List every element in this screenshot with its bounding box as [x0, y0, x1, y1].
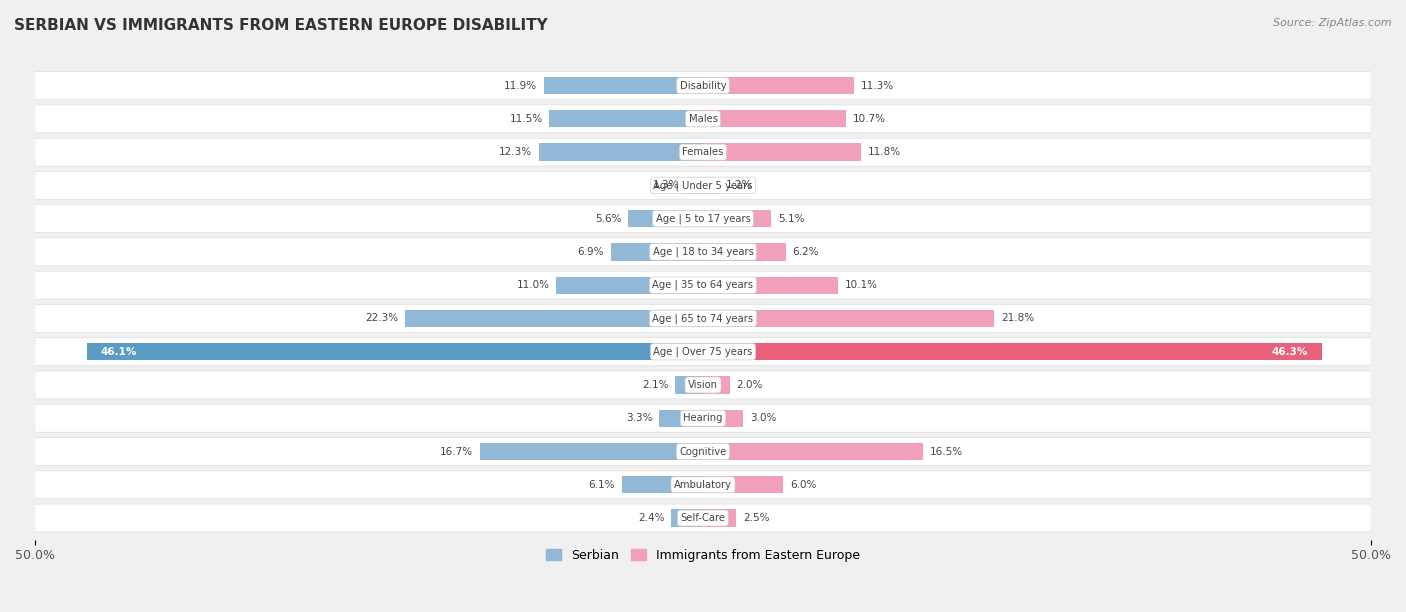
Bar: [703, 277, 838, 294]
Bar: [544, 77, 703, 94]
Text: Age | 18 to 34 years: Age | 18 to 34 years: [652, 247, 754, 257]
Text: 10.7%: 10.7%: [852, 114, 886, 124]
Text: Males: Males: [689, 114, 717, 124]
FancyBboxPatch shape: [35, 405, 1371, 432]
Bar: [479, 443, 703, 460]
Bar: [405, 310, 703, 327]
Text: Self-Care: Self-Care: [681, 513, 725, 523]
Bar: [703, 343, 1322, 360]
Bar: [703, 110, 846, 127]
Text: Age | Under 5 years: Age | Under 5 years: [654, 180, 752, 190]
Bar: [686, 177, 703, 194]
FancyBboxPatch shape: [35, 504, 1371, 532]
Bar: [538, 143, 703, 161]
Bar: [703, 476, 783, 493]
Bar: [703, 376, 730, 394]
Text: 2.5%: 2.5%: [744, 513, 769, 523]
Bar: [610, 243, 703, 261]
Text: 6.0%: 6.0%: [790, 480, 817, 490]
FancyBboxPatch shape: [35, 271, 1371, 299]
Text: SERBIAN VS IMMIGRANTS FROM EASTERN EUROPE DISABILITY: SERBIAN VS IMMIGRANTS FROM EASTERN EUROP…: [14, 18, 548, 34]
Bar: [675, 376, 703, 394]
Bar: [703, 509, 737, 527]
Text: 22.3%: 22.3%: [366, 313, 398, 324]
Bar: [628, 210, 703, 227]
Text: Age | 65 to 74 years: Age | 65 to 74 years: [652, 313, 754, 324]
Text: Hearing: Hearing: [683, 413, 723, 424]
Text: Females: Females: [682, 147, 724, 157]
Bar: [87, 343, 703, 360]
Text: 11.5%: 11.5%: [509, 114, 543, 124]
Text: 1.2%: 1.2%: [725, 181, 752, 190]
FancyBboxPatch shape: [35, 105, 1371, 133]
FancyBboxPatch shape: [35, 338, 1371, 366]
Bar: [703, 310, 994, 327]
Text: 3.0%: 3.0%: [749, 413, 776, 424]
Text: 1.3%: 1.3%: [652, 181, 679, 190]
Text: 11.8%: 11.8%: [868, 147, 900, 157]
Bar: [703, 143, 860, 161]
Text: 6.9%: 6.9%: [578, 247, 605, 257]
FancyBboxPatch shape: [35, 171, 1371, 200]
Text: Ambulatory: Ambulatory: [673, 480, 733, 490]
Bar: [703, 177, 718, 194]
FancyBboxPatch shape: [35, 438, 1371, 466]
Text: 46.1%: 46.1%: [100, 347, 136, 357]
Bar: [671, 509, 703, 527]
Bar: [703, 77, 853, 94]
Text: 3.3%: 3.3%: [626, 413, 652, 424]
Text: 10.1%: 10.1%: [845, 280, 877, 290]
Text: Disability: Disability: [679, 81, 727, 91]
Text: 46.3%: 46.3%: [1272, 347, 1308, 357]
FancyBboxPatch shape: [35, 204, 1371, 233]
FancyBboxPatch shape: [35, 238, 1371, 266]
FancyBboxPatch shape: [35, 72, 1371, 100]
Text: 2.0%: 2.0%: [737, 380, 763, 390]
FancyBboxPatch shape: [35, 138, 1371, 166]
Bar: [703, 243, 786, 261]
Text: 2.4%: 2.4%: [638, 513, 664, 523]
Text: Vision: Vision: [688, 380, 718, 390]
Text: Cognitive: Cognitive: [679, 447, 727, 457]
Text: 11.0%: 11.0%: [516, 280, 550, 290]
Bar: [659, 409, 703, 427]
FancyBboxPatch shape: [35, 471, 1371, 499]
Bar: [703, 409, 744, 427]
Text: Age | 5 to 17 years: Age | 5 to 17 years: [655, 214, 751, 224]
Text: 2.1%: 2.1%: [641, 380, 668, 390]
Text: 11.3%: 11.3%: [860, 81, 894, 91]
Bar: [703, 210, 770, 227]
Text: Age | Over 75 years: Age | Over 75 years: [654, 346, 752, 357]
Text: Source: ZipAtlas.com: Source: ZipAtlas.com: [1274, 18, 1392, 28]
Text: 21.8%: 21.8%: [1001, 313, 1033, 324]
Bar: [555, 277, 703, 294]
Text: 5.1%: 5.1%: [778, 214, 804, 223]
Bar: [703, 443, 924, 460]
Text: 12.3%: 12.3%: [499, 147, 531, 157]
FancyBboxPatch shape: [35, 371, 1371, 399]
Bar: [621, 476, 703, 493]
Bar: [550, 110, 703, 127]
Text: 5.6%: 5.6%: [595, 214, 621, 223]
Text: Age | 35 to 64 years: Age | 35 to 64 years: [652, 280, 754, 291]
Legend: Serbian, Immigrants from Eastern Europe: Serbian, Immigrants from Eastern Europe: [541, 543, 865, 567]
Text: 11.9%: 11.9%: [505, 81, 537, 91]
Text: 6.2%: 6.2%: [793, 247, 820, 257]
Text: 6.1%: 6.1%: [588, 480, 614, 490]
Text: 16.7%: 16.7%: [440, 447, 474, 457]
Text: 16.5%: 16.5%: [931, 447, 963, 457]
FancyBboxPatch shape: [35, 305, 1371, 332]
